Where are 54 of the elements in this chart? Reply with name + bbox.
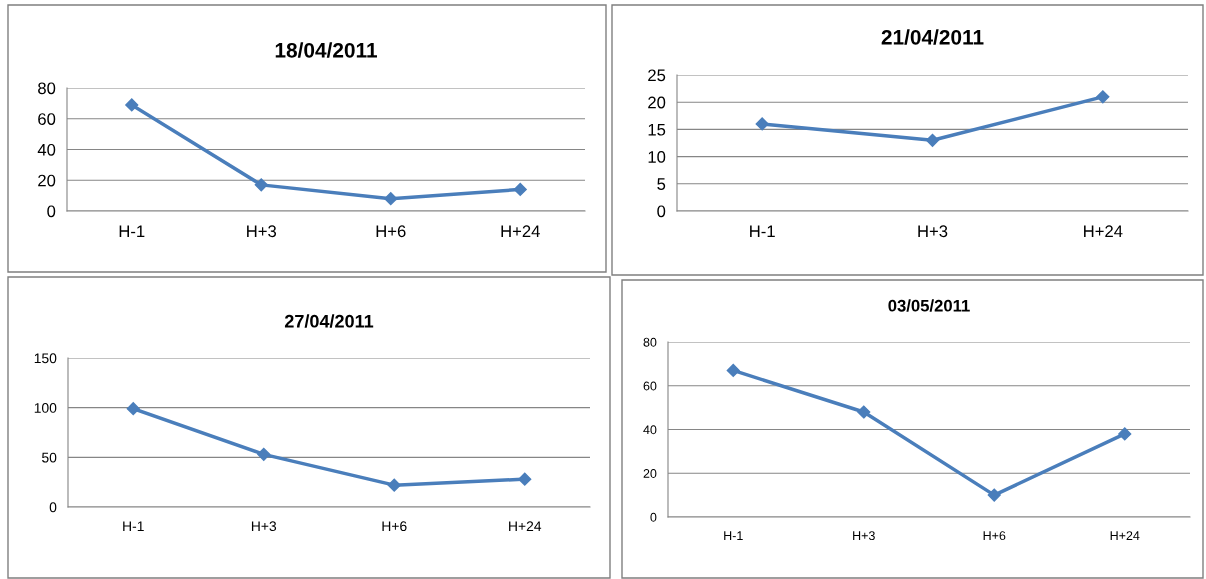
x-tick-label: H+24 [1110, 531, 1140, 540]
y-tick-label: 0 [47, 205, 56, 218]
x-tick-label: H+6 [382, 521, 407, 532]
y-tick-label: 20 [643, 469, 657, 478]
y-tick-label: 50 [42, 452, 57, 463]
point [518, 472, 532, 486]
chart-title: 18/04/2011 [275, 42, 377, 58]
y-tick-label: 10 [648, 151, 666, 163]
y-tick-label: 0 [49, 502, 57, 513]
x-tick-label: H+24 [1084, 225, 1123, 237]
y-tick-label: 100 [34, 403, 57, 413]
point [384, 192, 398, 206]
x-tick-label: H+6 [983, 531, 1006, 541]
chart-title: 21/04/2011 [881, 29, 984, 45]
y-tick-label: 15 [648, 123, 666, 136]
x-tick-label: H-1 [724, 531, 743, 540]
point [125, 98, 139, 112]
x-tick-label: H+3 [853, 531, 875, 541]
x-tick-label: H+24 [509, 521, 542, 531]
y-tick-label: 5 [657, 178, 666, 190]
y-tick-label: 20 [648, 96, 666, 109]
point [755, 117, 769, 131]
point [925, 133, 940, 147]
x-tick-label: H+6 [376, 225, 406, 238]
point [857, 405, 871, 419]
y-tick-label: 150 [34, 353, 57, 364]
y-tick-label: 0 [657, 205, 666, 218]
point [513, 182, 527, 197]
y-tick-label: 20 [38, 174, 56, 187]
x-tick-label: H+24 [501, 225, 540, 237]
y-tick-label: 40 [643, 425, 657, 435]
point [387, 478, 401, 492]
point [257, 447, 271, 461]
x-tick-label: H-1 [750, 225, 775, 237]
chart-title: 27/04/2011 [284, 314, 374, 328]
y-tick-label: 80 [38, 82, 56, 95]
point [1096, 90, 1110, 104]
y-tick-label: 60 [643, 381, 657, 391]
y-tick-label: 0 [650, 512, 657, 522]
point [1118, 427, 1132, 441]
y-tick-label: 25 [648, 69, 666, 82]
x-tick-label: H+3 [918, 225, 948, 238]
x-tick-label: H+3 [251, 521, 277, 532]
x-tick-label: H+3 [247, 225, 277, 238]
point [987, 488, 1001, 502]
x-tick-label: H-1 [123, 521, 144, 531]
y-tick-label: 60 [38, 113, 56, 125]
chart-title: 03/05/2011 [888, 299, 970, 312]
point [126, 402, 140, 416]
x-tick-label: H-1 [119, 225, 145, 237]
point [726, 363, 740, 378]
y-tick-label: 80 [643, 337, 657, 347]
point [254, 178, 268, 192]
y-tick-label: 40 [37, 143, 56, 156]
